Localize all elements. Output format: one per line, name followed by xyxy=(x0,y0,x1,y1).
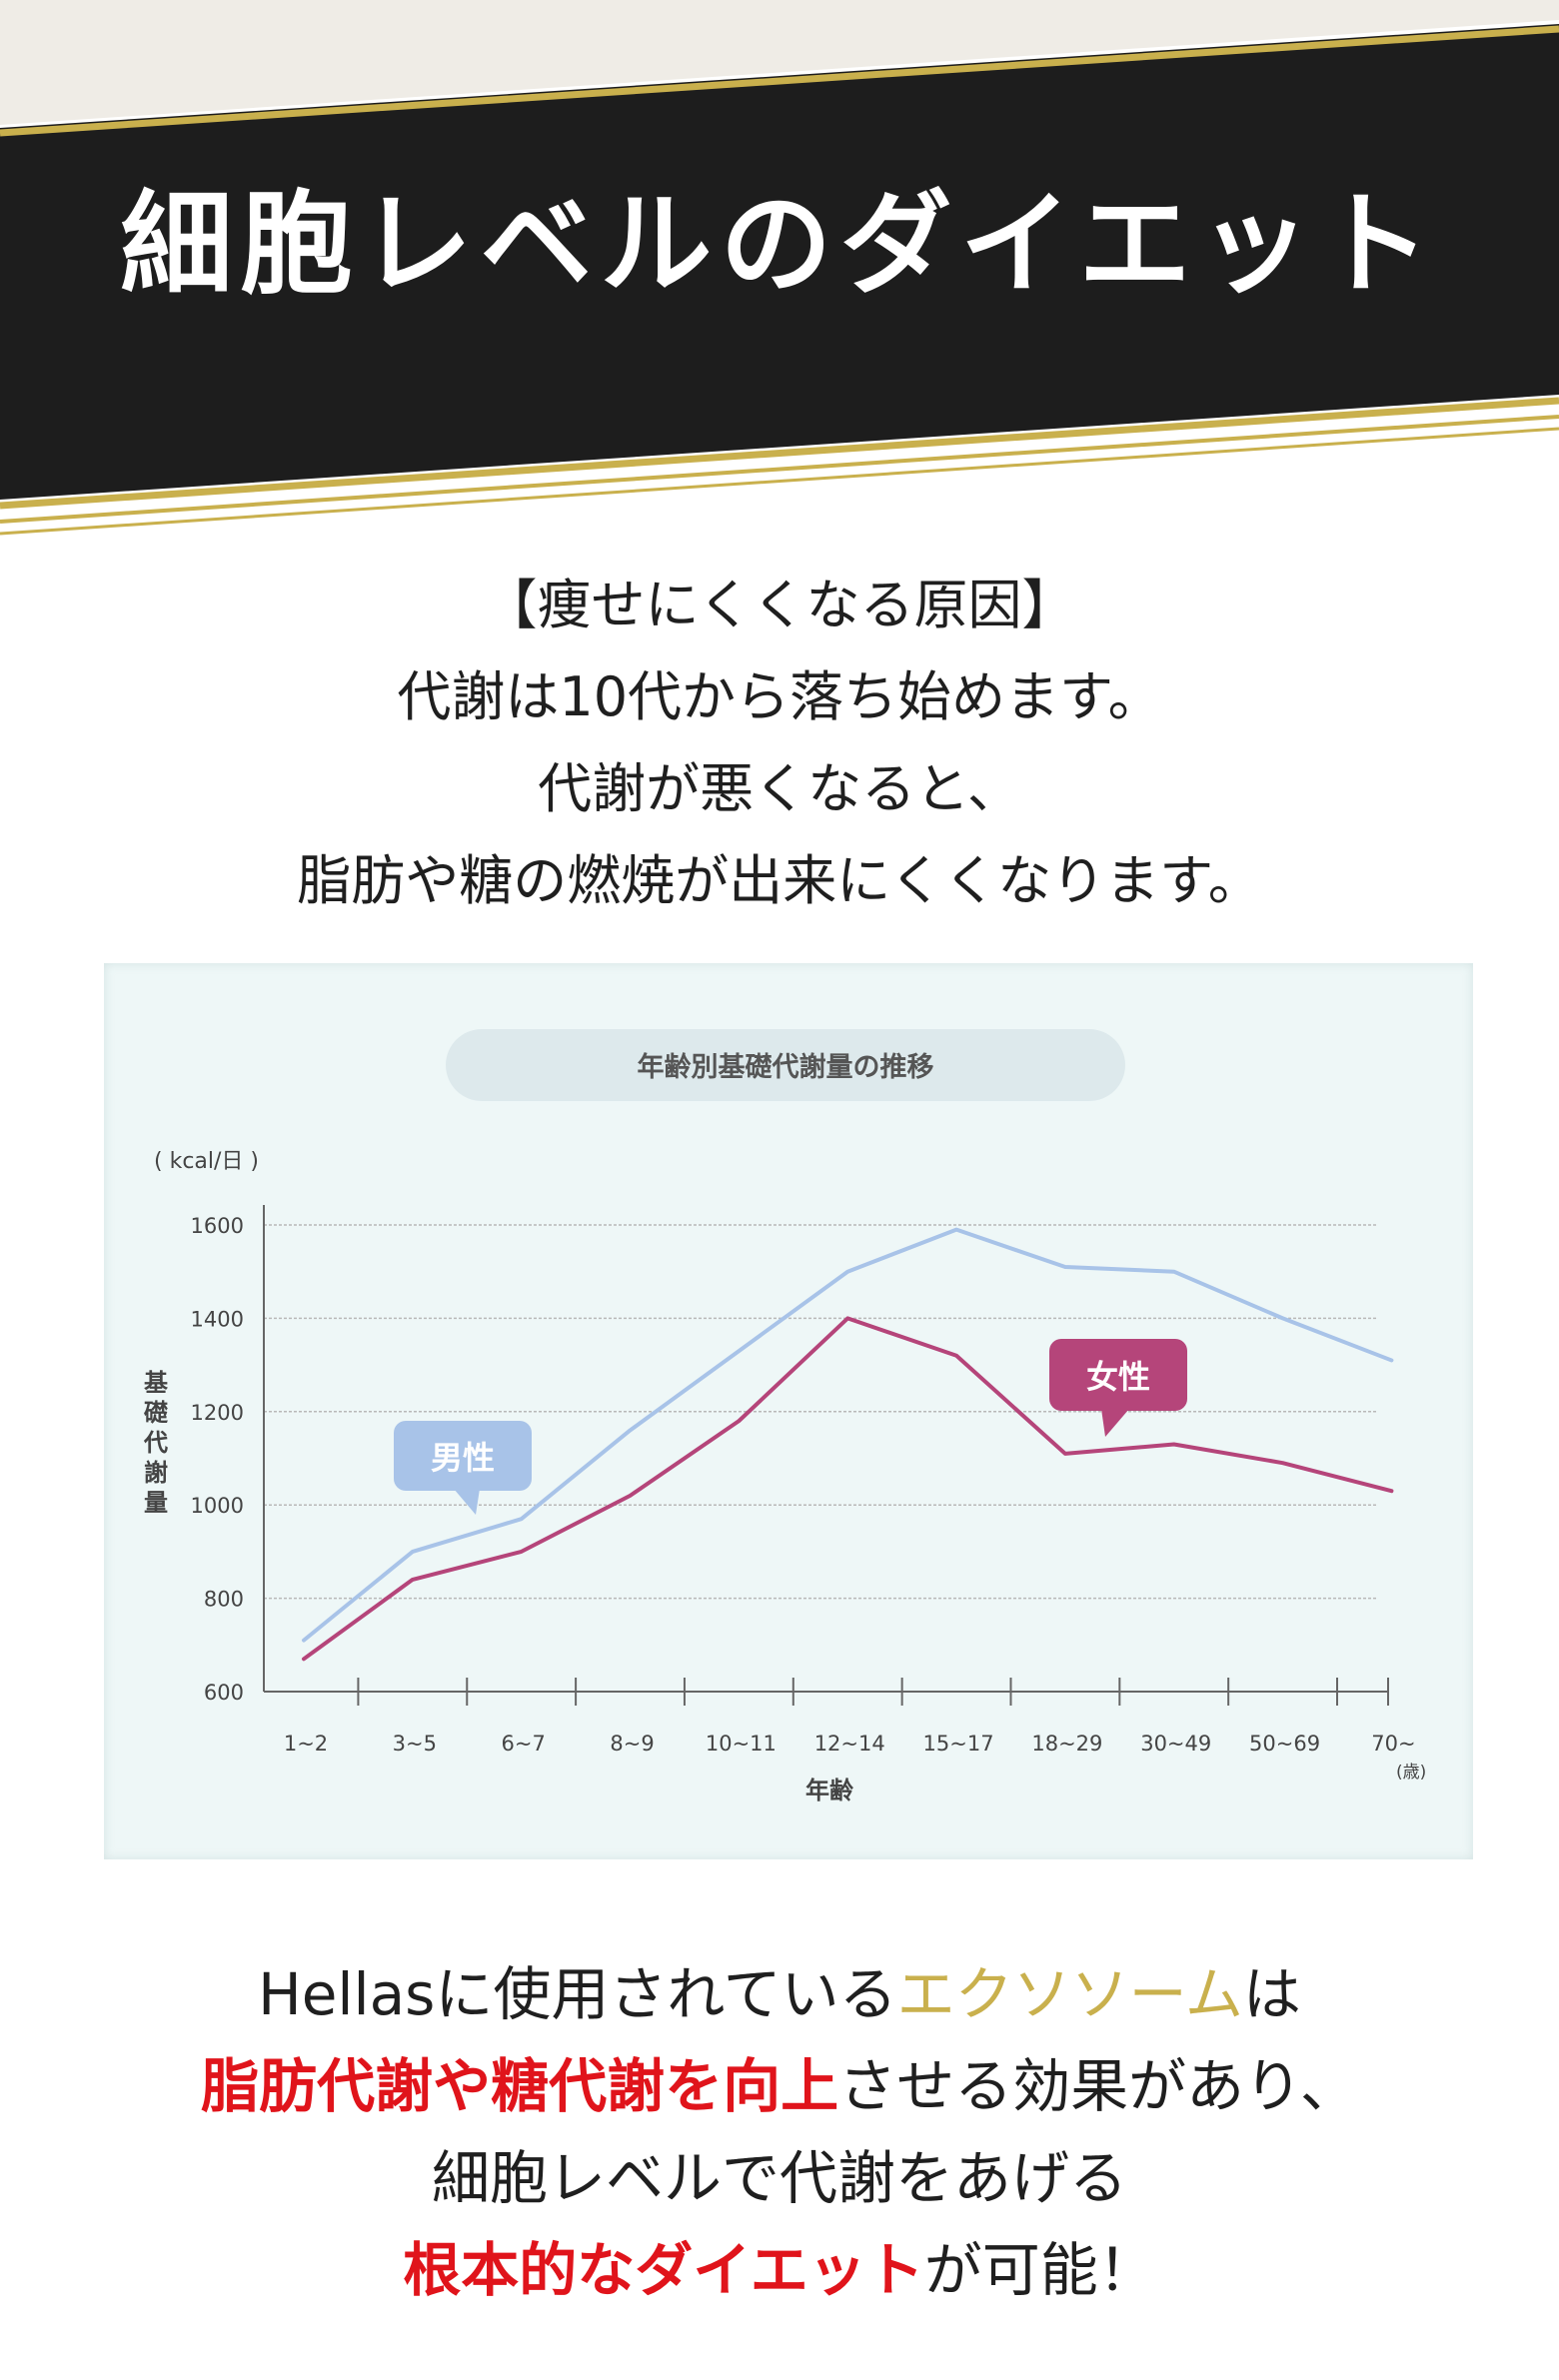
outro-line-1: Hellasに使用されているエクソソームは xyxy=(0,1948,1559,2040)
outro-line-4-b: が可能！ xyxy=(923,2236,1156,2304)
male-label: 男性 xyxy=(431,1439,495,1477)
x-axis-label: 年齢 xyxy=(805,1777,854,1804)
intro-line-2: 代謝は10代から落ち始めます。 xyxy=(397,665,1162,728)
chart-title: 年齢別基礎代謝量の推移 xyxy=(638,1051,934,1083)
chart-unit-label: ( kcal/日 ) xyxy=(154,1149,259,1174)
male-label-pointer xyxy=(454,1489,480,1515)
x-tick-label: 18~29 xyxy=(1031,1732,1102,1756)
female-label-bubble xyxy=(1049,1339,1187,1411)
header-banner xyxy=(0,0,1559,536)
female-label: 女性 xyxy=(1086,1358,1150,1396)
banner-title: 細胞レベルのダイエット xyxy=(120,180,1439,310)
intro-line-4: 脂肪や糖の燃焼が出来にくくなります。 xyxy=(297,849,1262,912)
banner-gold-line-bottom-3 xyxy=(0,427,1559,536)
y-tick-label: 1200 xyxy=(191,1401,244,1425)
metabolism-highlight: 脂肪代謝や糖代謝を向上 xyxy=(201,2052,839,2120)
chart-title-pill xyxy=(446,1029,1125,1101)
intro-line-3: 代謝が悪くなると、 xyxy=(538,757,1021,820)
x-tick-label: 50~69 xyxy=(1249,1732,1320,1756)
x-tick-label: 10~11 xyxy=(706,1732,777,1756)
outro-line-2: 脂肪代謝や糖代謝を向上させる効果があり、 xyxy=(0,2040,1559,2132)
chart-panel: 年齢別基礎代謝量の推移 ( kcal/日 ) 基礎代謝量 600 800 1000 1200… xyxy=(104,963,1473,1859)
y-axis-label-char: 基 xyxy=(144,1369,169,1397)
x-tick-label: 30~49 xyxy=(1140,1732,1211,1756)
intro-text: 【痩せにくくなる原因】 代謝は10代から落ち始めます。 代謝が悪くなると、 脂肪… xyxy=(0,560,1559,927)
y-axis-label-char: 量 xyxy=(144,1489,168,1517)
y-axis-label-char: 謝 xyxy=(144,1459,168,1487)
banner-top-texture xyxy=(0,0,1559,125)
banner-black-band xyxy=(0,24,1559,500)
y-axis-label-char: 礎 xyxy=(144,1399,168,1427)
outro-line-1-a: Hellasに使用されている xyxy=(258,1960,897,2028)
x-tick-label: 15~17 xyxy=(923,1732,994,1756)
chart: 年齢別基礎代謝量の推移 ( kcal/日 ) 基礎代謝量 600 800 1000 1200… xyxy=(143,1029,1426,1804)
banner-gold-line-bottom-1 xyxy=(0,397,1559,510)
y-tick-label: 1400 xyxy=(191,1307,244,1331)
series-line-male xyxy=(302,1227,1394,1643)
x-axis-unit: (歳) xyxy=(1396,1763,1426,1783)
diet-highlight: 根本的なダイエット xyxy=(403,2236,924,2304)
y-tick-label: 800 xyxy=(204,1588,244,1612)
outro-line-2-b: させる効果があり、 xyxy=(838,2052,1358,2120)
y-tick-label: 1000 xyxy=(191,1494,244,1518)
series-line-female xyxy=(302,1316,1394,1662)
banner-gold-line-bottom-2 xyxy=(0,415,1559,524)
y-axis-label-char: 代 xyxy=(143,1429,168,1457)
y-tick-label: 1600 xyxy=(191,1214,244,1238)
female-label-pointer xyxy=(1101,1409,1129,1437)
outro-line-1-c: は xyxy=(1242,1960,1301,2028)
x-tick-label: 12~14 xyxy=(814,1732,885,1756)
x-tick-label: 6~7 xyxy=(502,1732,546,1756)
intro-line-1: 【痩せにくくなる原因】 xyxy=(483,574,1076,636)
x-tick-label: 1~2 xyxy=(284,1732,328,1756)
male-label-bubble xyxy=(394,1421,532,1491)
outro-line-4: 根本的なダイエットが可能！ xyxy=(0,2224,1559,2316)
exosome-highlight: エクソソーム xyxy=(896,1960,1243,2028)
banner-gold-line-top xyxy=(0,25,1559,137)
x-tick-label: 3~5 xyxy=(393,1732,437,1756)
x-tick-label: 70~ xyxy=(1371,1732,1415,1756)
y-tick-label: 600 xyxy=(204,1681,244,1705)
outro-line-3: 細胞レベルで代謝をあげる xyxy=(431,2144,1127,2212)
x-tick-label: 8~9 xyxy=(610,1732,654,1756)
outro-text: Hellasに使用されているエクソソームは 脂肪代謝や糖代謝を向上させる効果があ… xyxy=(0,1948,1559,2316)
